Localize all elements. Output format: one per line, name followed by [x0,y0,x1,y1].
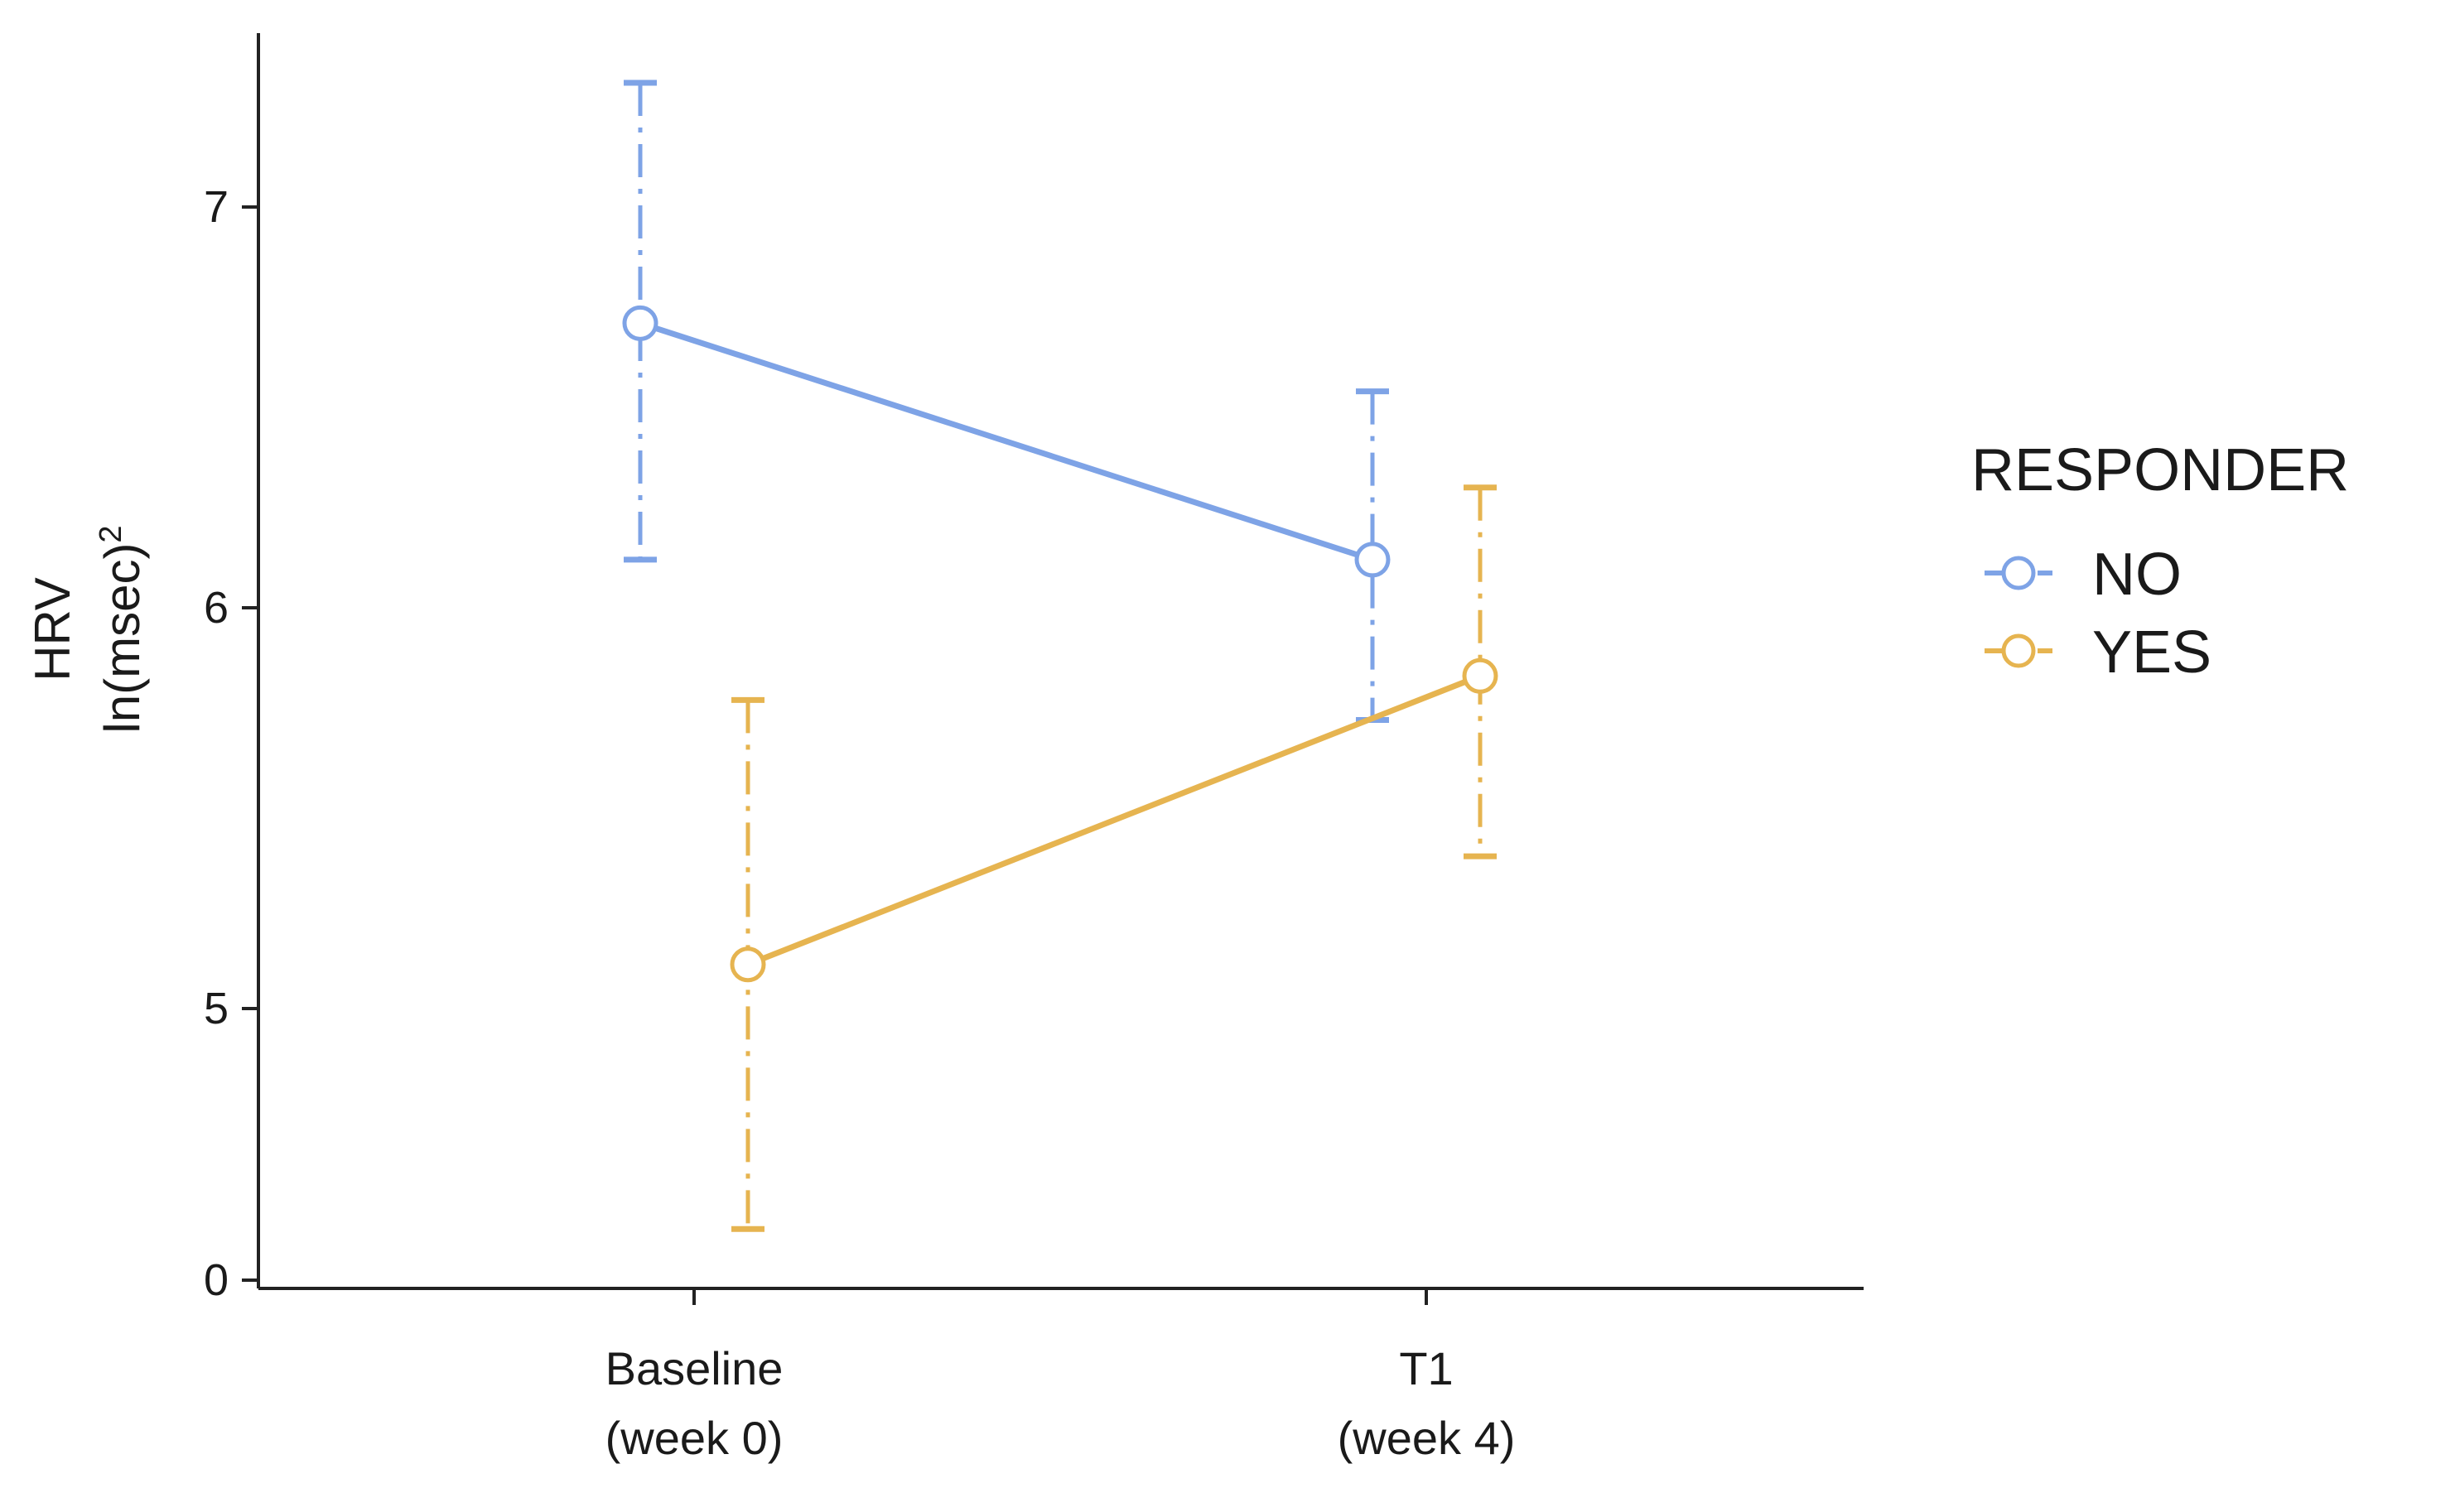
series-line-no [639,320,1374,563]
series-line-yes [746,673,1482,968]
y-axis-title: HRV [25,577,80,681]
y-axis-unit-superscript: 2 [94,525,128,542]
x-tick-sublabel: (week 4) [1338,1412,1516,1464]
x-tick-sublabel: (week 0) [605,1412,784,1464]
x-tick-label: T1 [1399,1342,1453,1394]
y-tick-label: 6 [204,583,229,633]
y-tick-label: 7 [204,182,229,232]
y-axis-unit: ln(msec)2 [94,525,150,733]
y-tick-label: 0 [204,1255,229,1305]
legend-key-marker-no [2001,556,2036,590]
legend-label-yes: YES [2092,619,2211,686]
y-tick-label: 5 [204,984,229,1033]
data-point-yes [1462,657,1498,694]
data-point-yes [730,946,766,983]
data-point-no [622,305,658,341]
x-tick-label: Baseline [605,1342,784,1394]
legend-title: RESPONDER [1971,437,2349,503]
data-point-no [1354,542,1391,578]
legend-label-no: NO [2092,542,2182,608]
y-axis-unit-text: ln(msec) [94,543,150,734]
legend-key-marker-yes [2001,633,2036,668]
